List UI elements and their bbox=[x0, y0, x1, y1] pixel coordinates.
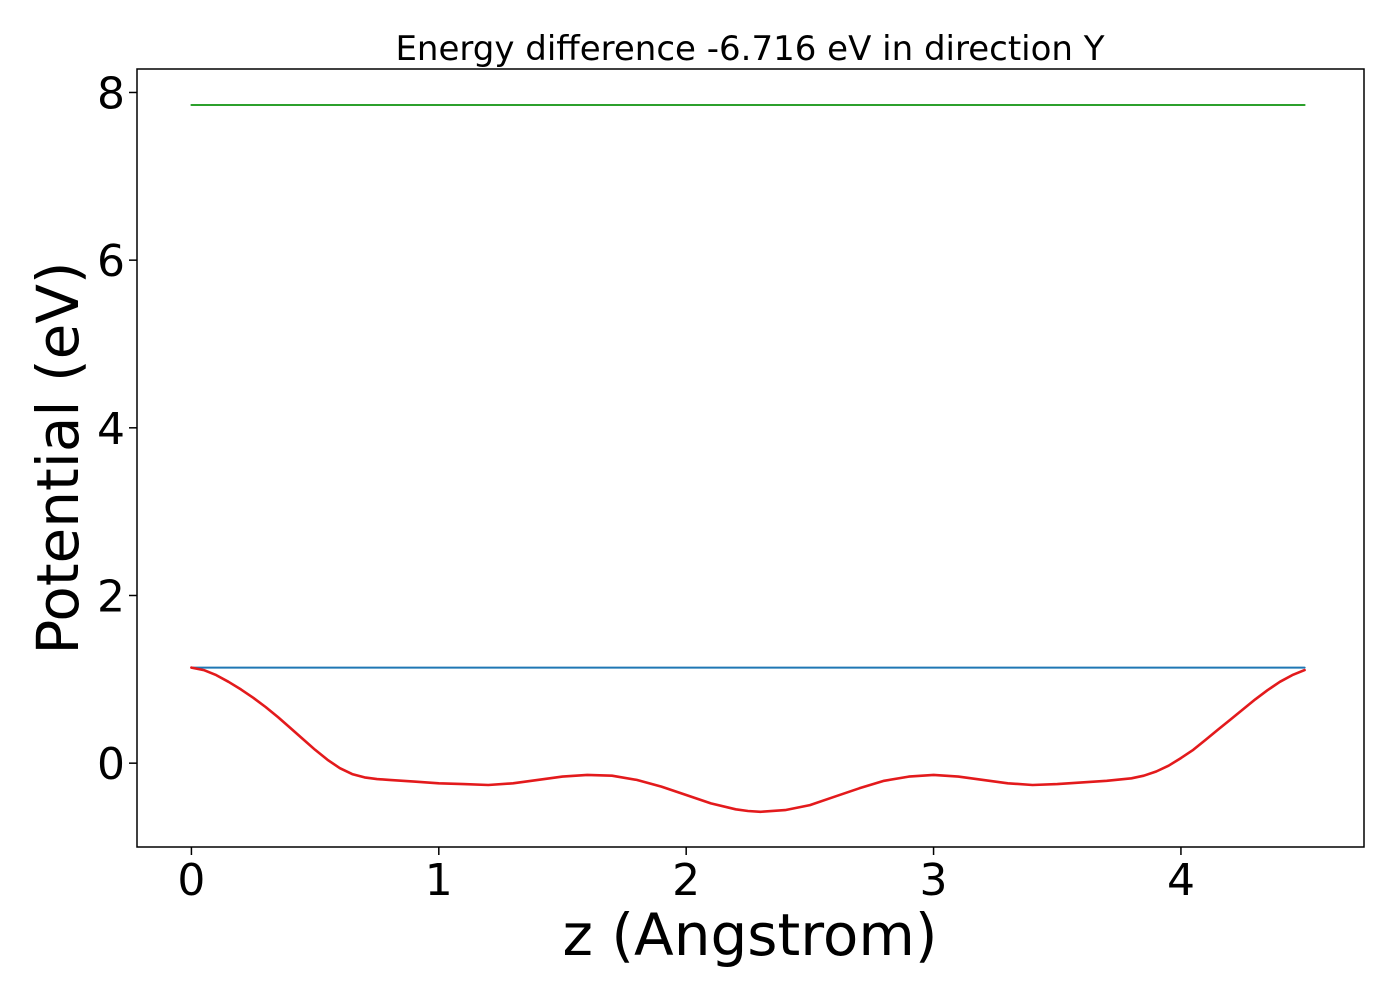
x-tick-label: 2 bbox=[672, 855, 700, 906]
plot-frame bbox=[136, 68, 1365, 848]
y-axis-ticks: 0 2 4 6 8 bbox=[97, 68, 137, 790]
y-axis-label: Potential (eV) bbox=[24, 261, 92, 654]
x-tick-label: 4 bbox=[1167, 855, 1195, 906]
red-series-line bbox=[190, 666, 1306, 814]
x-tick-label: 0 bbox=[177, 855, 205, 906]
y-tick-label: 2 bbox=[97, 571, 125, 622]
y-tick-label: 6 bbox=[97, 236, 125, 287]
x-tick-label: 3 bbox=[920, 855, 948, 906]
y-tick-label: 4 bbox=[97, 404, 125, 455]
plot-lines bbox=[190, 104, 1306, 814]
x-tick-label: 1 bbox=[425, 855, 453, 906]
chart-title: Energy difference -6.716 eV in direction… bbox=[395, 29, 1104, 69]
y-tick-label: 0 bbox=[97, 739, 125, 790]
x-axis-label: z (Angstrom) bbox=[563, 901, 938, 969]
x-axis-ticks: 0 1 2 3 4 bbox=[177, 847, 1195, 906]
y-tick-label: 8 bbox=[97, 68, 125, 119]
